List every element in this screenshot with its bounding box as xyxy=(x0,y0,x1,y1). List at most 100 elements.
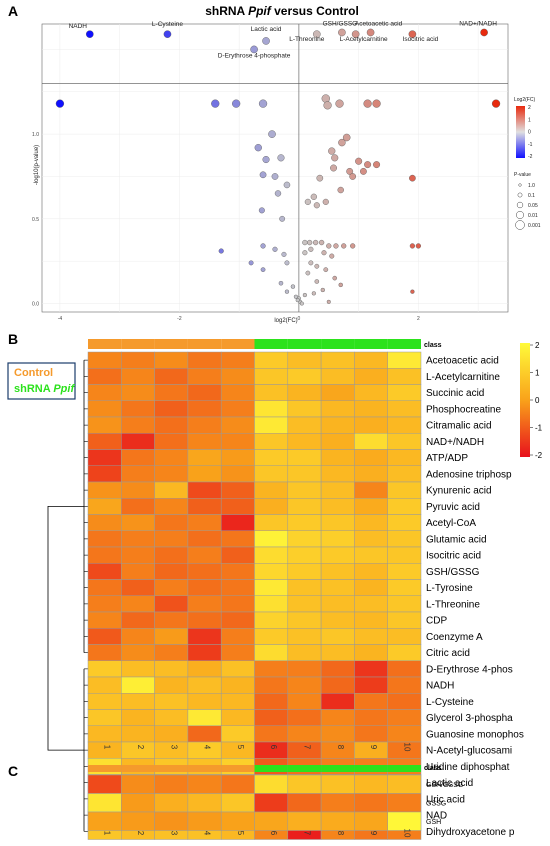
heatmap-c-col-label: 8 xyxy=(336,831,345,836)
labeled-point xyxy=(313,30,321,38)
volcano-plot: -4 -2 0 2 0.0 0.5 1.0 NADH L-Cysteine Lactic acid… xyxy=(32,20,509,322)
size-legend-label: 0.1 xyxy=(528,193,535,199)
size-legend-label: 1.0 xyxy=(528,183,535,189)
data-point xyxy=(272,246,278,252)
data-point xyxy=(364,161,372,169)
point-label: NADH xyxy=(69,23,88,30)
heatmap-b-cell xyxy=(387,563,422,580)
volcano-xlabel: log2(FC) xyxy=(274,318,297,324)
heatmap-b-cell xyxy=(387,351,422,369)
heatmap-b-cell xyxy=(87,514,122,531)
data-point xyxy=(302,250,308,256)
heatmap-b-cell xyxy=(287,400,322,418)
data-point xyxy=(321,94,330,103)
heatmap-b-cell xyxy=(154,628,189,645)
heatmap-b-cell xyxy=(254,449,289,466)
heatmap-b-cell xyxy=(320,465,355,483)
heatmap-b-cell xyxy=(220,481,255,499)
heatmap-c-cell xyxy=(254,811,289,831)
heatmap-b-cell xyxy=(187,481,222,499)
data-point xyxy=(338,282,343,288)
heatmap-b-cell xyxy=(154,611,189,629)
heatmap-b-cell xyxy=(154,546,189,564)
heatmap-b-cell xyxy=(254,595,289,613)
heatmap-b-col-label: 4 xyxy=(203,745,212,750)
heatmap-b-cell xyxy=(254,546,289,564)
heatmap-c-class-cell xyxy=(287,765,322,772)
heatmap-b-cell xyxy=(87,725,122,743)
heatmap-b-cell xyxy=(387,611,422,629)
heatmap-b-col-label: 1 xyxy=(103,745,112,750)
heatmap-b-cell xyxy=(287,725,322,743)
volcano-panel xyxy=(41,23,509,313)
heatmap-b-cell xyxy=(287,416,322,434)
size-legend-circle xyxy=(516,211,524,219)
data-point xyxy=(316,174,324,182)
heatmap-c-cell xyxy=(187,774,222,794)
heatmap-b-cell xyxy=(154,676,189,694)
data-point xyxy=(335,99,344,108)
heatmap-b-cell xyxy=(320,725,355,743)
scale-tick-label: -1 xyxy=(535,424,543,433)
data-point xyxy=(290,284,296,289)
heatmap-scale-bar xyxy=(520,343,530,457)
heatmap-b-cell xyxy=(87,481,122,499)
data-point xyxy=(271,173,279,180)
heatmap-b-cell xyxy=(287,433,322,450)
heatmap-b-cell xyxy=(187,644,222,661)
heatmap-b-class-label: class xyxy=(424,342,442,349)
heatmap-b-cell xyxy=(354,514,388,531)
heatmap-b-cell xyxy=(287,498,322,515)
heatmap-b-cell xyxy=(154,660,189,678)
heatmap-b-cell xyxy=(254,351,289,369)
heatmap-b-cell xyxy=(287,709,322,726)
heatmap-b-class-cell xyxy=(387,339,421,349)
labeled-point xyxy=(250,45,258,54)
heatmap-b-cell xyxy=(354,449,388,466)
heatmap-b-cell xyxy=(87,400,122,418)
heatmap-b-cell xyxy=(121,465,155,483)
heatmap-b-cell xyxy=(320,628,355,645)
heatmap-b-cell xyxy=(87,416,122,434)
heatmap-b-row-label: Citramalic acid xyxy=(426,421,492,432)
data-point xyxy=(211,99,220,108)
heatmap-b-cell xyxy=(87,579,122,596)
heatmap-b-cell xyxy=(387,628,422,645)
panel-a-letter: A xyxy=(8,3,18,19)
heatmap-c-col-label: 5 xyxy=(236,831,245,836)
heatmap-b-cell xyxy=(287,660,322,678)
heatmap-b-cell xyxy=(354,676,388,694)
heatmap-b-row-label: Lactic acid xyxy=(426,778,473,789)
heatmap-b-cell xyxy=(254,563,289,580)
heatmap-b-cell xyxy=(320,384,355,401)
heatmap-b-cell xyxy=(187,676,222,694)
data-point xyxy=(311,291,316,296)
data-point xyxy=(308,260,314,266)
heatmap-b-cell xyxy=(220,709,255,726)
heatmap-c-class-cell xyxy=(321,765,355,772)
heatmap-b-cell xyxy=(87,595,122,613)
color-legend-title: Log2(FC) xyxy=(514,97,535,103)
heatmap-c-cell xyxy=(354,793,388,813)
heatmap-b-cell xyxy=(254,693,289,710)
color-legend-bar xyxy=(516,106,525,158)
heatmap-c-cell xyxy=(187,811,222,831)
data-point xyxy=(410,289,415,294)
data-point xyxy=(372,99,381,108)
data-point xyxy=(277,154,285,162)
point-label: L-Threonine xyxy=(289,36,324,43)
heatmap-c-row-label: GSH xyxy=(426,819,441,826)
x-tick-label: 2 xyxy=(417,316,420,322)
point-label: L-Cysteine xyxy=(152,21,183,28)
heatmap-b-row-label: Uric acid xyxy=(426,794,465,805)
data-point xyxy=(218,248,224,254)
heatmap-b-cell xyxy=(387,498,422,515)
heatmap-b: class Acetoacetic acid L-Acetylcarnitine Su… xyxy=(87,339,524,840)
y-tick-label: 0.5 xyxy=(32,217,39,223)
data-point xyxy=(331,154,339,162)
x-tick-label: 0 xyxy=(298,316,301,322)
heatmap-b-cell xyxy=(187,416,222,434)
heatmap-c-cell xyxy=(254,793,289,813)
group-legend-control: Control xyxy=(14,367,53,379)
